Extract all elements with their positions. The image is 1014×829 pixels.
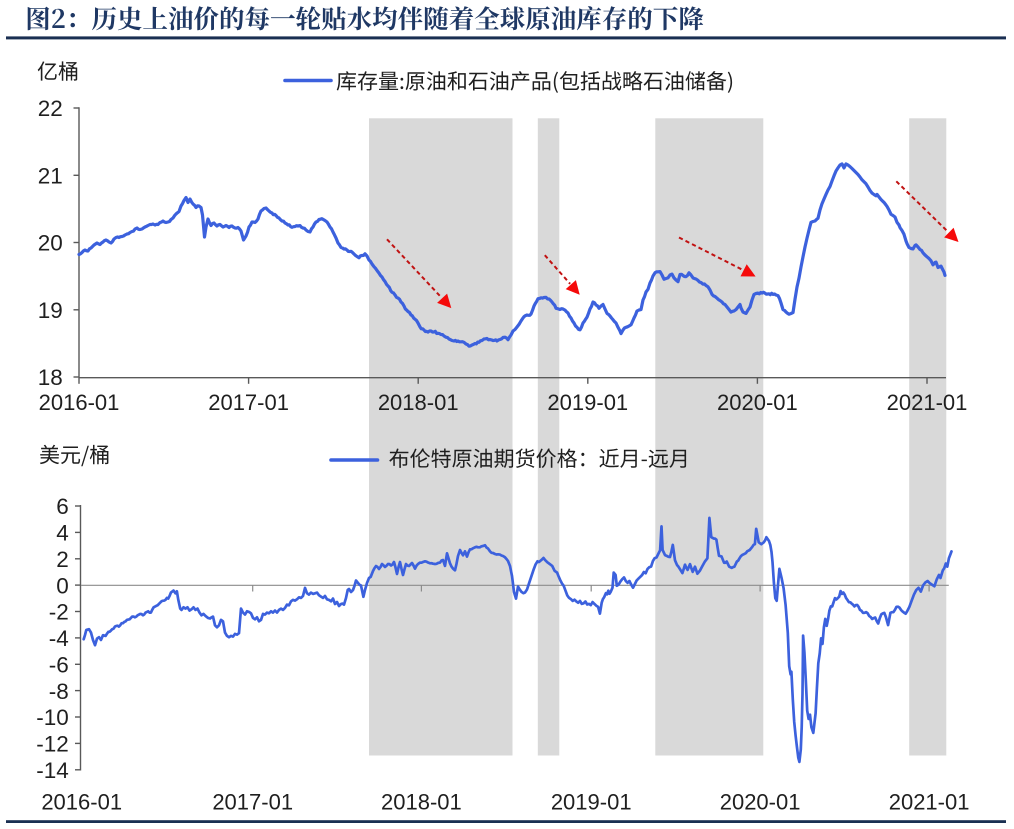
svg-text:2: 2 — [56, 547, 69, 572]
svg-text:2019-01: 2019-01 — [547, 390, 628, 415]
svg-text:2020-01: 2020-01 — [720, 790, 801, 815]
svg-text:2017-01: 2017-01 — [212, 790, 293, 815]
svg-text:-12: -12 — [36, 732, 69, 757]
svg-text:2016-01: 2016-01 — [41, 790, 122, 815]
svg-text:2019-01: 2019-01 — [551, 790, 632, 815]
svg-text:-6: -6 — [49, 653, 69, 678]
svg-text:2020-01: 2020-01 — [717, 390, 798, 415]
svg-text:2017-01: 2017-01 — [208, 390, 289, 415]
svg-text:2021-01: 2021-01 — [887, 390, 968, 415]
svg-text:0: 0 — [56, 573, 69, 598]
svg-text:-10: -10 — [36, 705, 69, 730]
svg-text:-14: -14 — [36, 758, 69, 783]
svg-text:4: 4 — [56, 521, 69, 546]
svg-text:2021-01: 2021-01 — [889, 790, 970, 815]
svg-text:2018-01: 2018-01 — [381, 790, 462, 815]
svg-text:2018-01: 2018-01 — [378, 390, 459, 415]
svg-text:18: 18 — [38, 365, 63, 390]
svg-text:-2: -2 — [49, 600, 69, 625]
svg-text:20: 20 — [38, 231, 63, 256]
svg-text:22: 22 — [38, 96, 63, 121]
svg-text:2016-01: 2016-01 — [39, 390, 120, 415]
svg-text:19: 19 — [38, 298, 63, 323]
svg-text:-8: -8 — [49, 679, 69, 704]
svg-text:21: 21 — [38, 164, 63, 189]
svg-text:-4: -4 — [49, 626, 69, 651]
svg-text:6: 6 — [56, 494, 69, 519]
